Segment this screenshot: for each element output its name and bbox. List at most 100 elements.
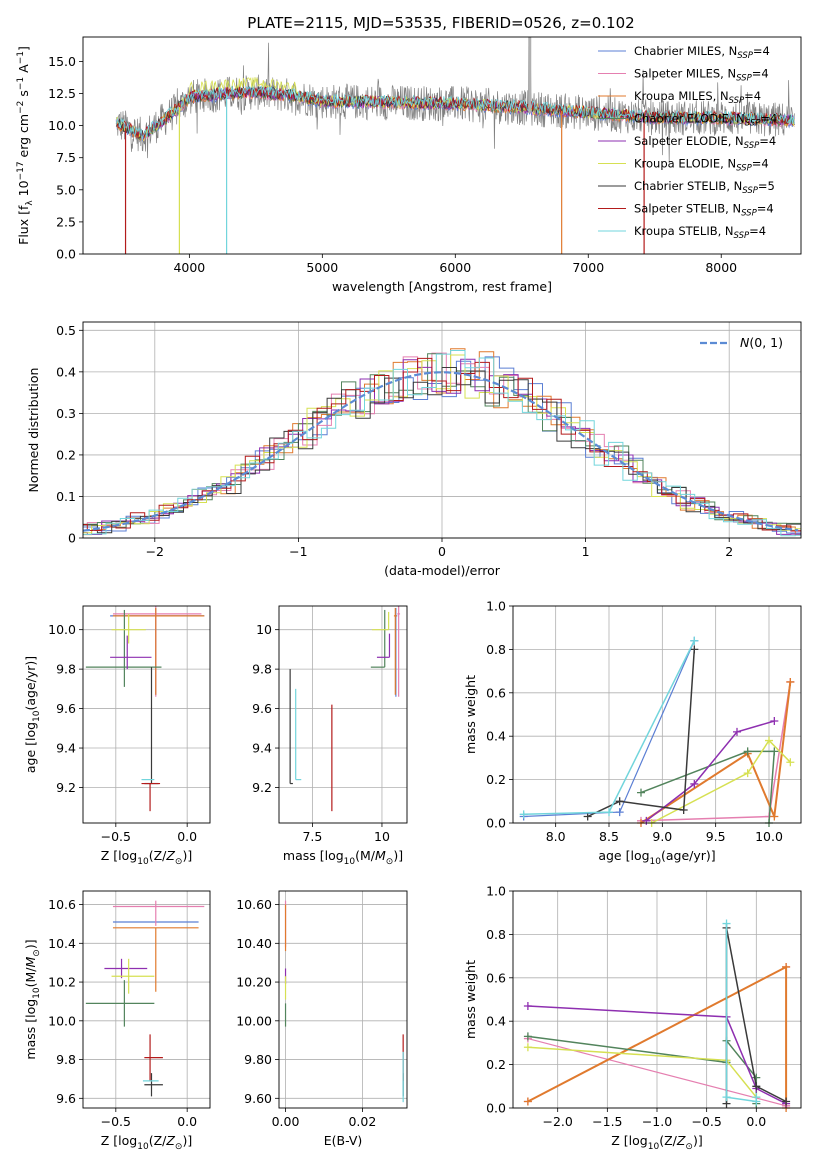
tick-labels: −0.5 0.0 9.2 9.4 9.6 9.8 10.0 <box>48 622 197 844</box>
y-tick-label: 0.3 <box>56 406 76 421</box>
tick-labels: 8.0 8.5 9.0 9.5 10.0 0.0 0.2 0.4 0.6 0.8 1.0 <box>486 599 783 845</box>
legend-label: Salpeter ELODIE, NSSP=4 <box>634 134 776 151</box>
y-tick-label: 1.0 <box>486 884 506 899</box>
tick-labels: 7.5 10 9.2 9.4 9.6 9.8 10 <box>252 622 390 844</box>
plus-marker <box>615 808 624 817</box>
mass-weight-line <box>645 720 775 822</box>
legend-label: Chabrier MILES, NSSP=4 <box>634 44 770 61</box>
model-spectrum <box>115 86 795 139</box>
y-tick-label: 10.20 <box>236 975 272 990</box>
plot-area <box>85 900 205 1097</box>
plus-marker <box>733 727 741 736</box>
massweight-vs-Z-panel: −2.0 −1.5 −1.0 −0.5 0.0 0.0 0.2 0.4 0.6 0.8 1.0 Z [… <box>463 884 802 1152</box>
y-tick-label: 0.4 <box>486 729 506 744</box>
plot-frame <box>512 605 802 824</box>
legend-label: Chabrier ELODIE, NSSP=4 <box>634 112 777 129</box>
mass-vs-Z-panel: −0.5 0.0 9.6 9.8 10.0 10.2 10.4 10.6 Z [log10(Z/… <box>23 890 211 1152</box>
mass-weight-line <box>651 739 791 824</box>
x-axis-label: Z [log10(Z/Z⊙)] <box>611 1133 702 1152</box>
plus-marker <box>765 736 773 745</box>
mass-vs-EBV-panel: 0.00 0.02 9.60 9.80 10.00 10.20 10.40 10.60 E(B-… <box>236 890 408 1148</box>
error-bar-point <box>144 1073 163 1097</box>
plus-marker <box>782 1097 791 1106</box>
plus-marker <box>690 645 699 654</box>
x-tick-label: 0.0 <box>177 1114 197 1129</box>
error-bar-point <box>104 958 148 979</box>
y-tick-label: 12.5 <box>48 86 76 101</box>
error-bar-point <box>289 669 293 785</box>
error-bar-point <box>397 606 401 697</box>
x-axis-label: Z [log10(Z/Z⊙)] <box>101 848 192 867</box>
normal-reference-curve <box>83 371 799 532</box>
residual-histogram <box>83 348 801 536</box>
x-tick-label: 2 <box>725 544 733 559</box>
x-tick-label: −2.0 <box>543 1114 573 1129</box>
plus-marker <box>752 1073 761 1082</box>
plot-frame <box>512 890 802 1109</box>
error-bar-point <box>370 609 386 668</box>
x-tick-label: 10 <box>374 829 390 844</box>
legend-label: Salpeter STELIB, NSSP=4 <box>634 202 774 219</box>
error-bar-point <box>85 609 162 687</box>
y-axis-label: mass weight <box>463 960 478 1039</box>
legend-label: Kroupa ELODIE, NSSP=4 <box>634 157 769 174</box>
x-tick-label: 0.0 <box>177 829 197 844</box>
plot-frame <box>82 605 211 824</box>
error-bar-point <box>144 1034 163 1081</box>
y-tick-label: 10 <box>256 622 272 637</box>
plot-frame <box>278 890 408 1109</box>
plot-area <box>523 919 791 1112</box>
y-tick-label: 9.4 <box>252 741 272 756</box>
mass-weight-line <box>587 649 696 818</box>
mass-weight-line <box>527 1035 758 1104</box>
x-tick-label: 9.0 <box>652 829 672 844</box>
grid-lines <box>513 890 801 1109</box>
grid-lines <box>83 606 210 823</box>
plus-marker <box>770 717 779 726</box>
x-tick-label: −0.5 <box>101 829 131 844</box>
plus-marker <box>523 1002 532 1011</box>
error-bar-point <box>110 635 152 670</box>
legend-label: Kroupa STELIB, NSSP=4 <box>634 224 766 241</box>
x-axis-label: wavelength [Angstrom, rest frame] <box>332 279 552 294</box>
plus-marker <box>690 636 699 645</box>
y-tick-label: 0.2 <box>486 1057 506 1072</box>
y-tick-label: 1.0 <box>486 599 506 614</box>
error-bar-point <box>393 607 397 695</box>
plus-marker <box>722 919 731 928</box>
grid-lines <box>513 605 801 824</box>
x-tick-label: 9.5 <box>706 829 726 844</box>
y-tick-label: 9.8 <box>252 662 272 677</box>
y-tick-label: 10.6 <box>48 897 76 912</box>
y-tick-label: 9.2 <box>56 780 76 795</box>
plus-marker <box>523 1097 532 1106</box>
plus-marker <box>752 1093 761 1102</box>
x-tick-label: 8.0 <box>546 829 566 844</box>
y-tick-label: 0.0 <box>486 1101 506 1116</box>
y-tick-label: 10.0 <box>48 118 76 133</box>
y-tick-label: 5.0 <box>56 182 76 197</box>
plot-area <box>519 636 795 827</box>
massweight-vs-age-panel: 8.0 8.5 9.0 9.5 10.0 0.0 0.2 0.4 0.6 0.8 1.0 age [l… <box>463 599 802 867</box>
x-tick-label: −1.5 <box>592 1114 622 1129</box>
y-tick-label: 0.0 <box>56 247 76 262</box>
y-axis-label: Normed distribution <box>26 368 41 493</box>
tick-labels: −2.0 −1.5 −1.0 −0.5 0.0 0.0 0.2 0.4 0.6 0.8 1.0 <box>486 884 766 1130</box>
plot-area <box>284 900 404 1103</box>
x-tick-label: 0.02 <box>348 1114 376 1129</box>
y-axis-label: age [log10(age/yr)] <box>23 656 42 773</box>
error-bar-point <box>111 958 155 994</box>
x-tick-label: 6000 <box>439 260 471 275</box>
tick-labels: 0.00 0.02 9.60 9.80 10.00 10.20 10.40 10.60 <box>236 897 376 1129</box>
plus-marker <box>637 788 645 797</box>
plus-marker <box>605 808 613 817</box>
y-tick-label: 15.0 <box>48 54 76 69</box>
plus-marker <box>519 810 528 819</box>
y-tick-label: 10.2 <box>48 975 76 990</box>
y-axis-label: mass weight <box>463 675 478 754</box>
x-tick-label: −1.0 <box>642 1114 672 1129</box>
y-tick-label: 0.8 <box>486 927 506 942</box>
mass-weight-line <box>640 681 792 824</box>
error-bar-point <box>295 688 302 781</box>
y-tick-label: 0.2 <box>486 772 506 787</box>
